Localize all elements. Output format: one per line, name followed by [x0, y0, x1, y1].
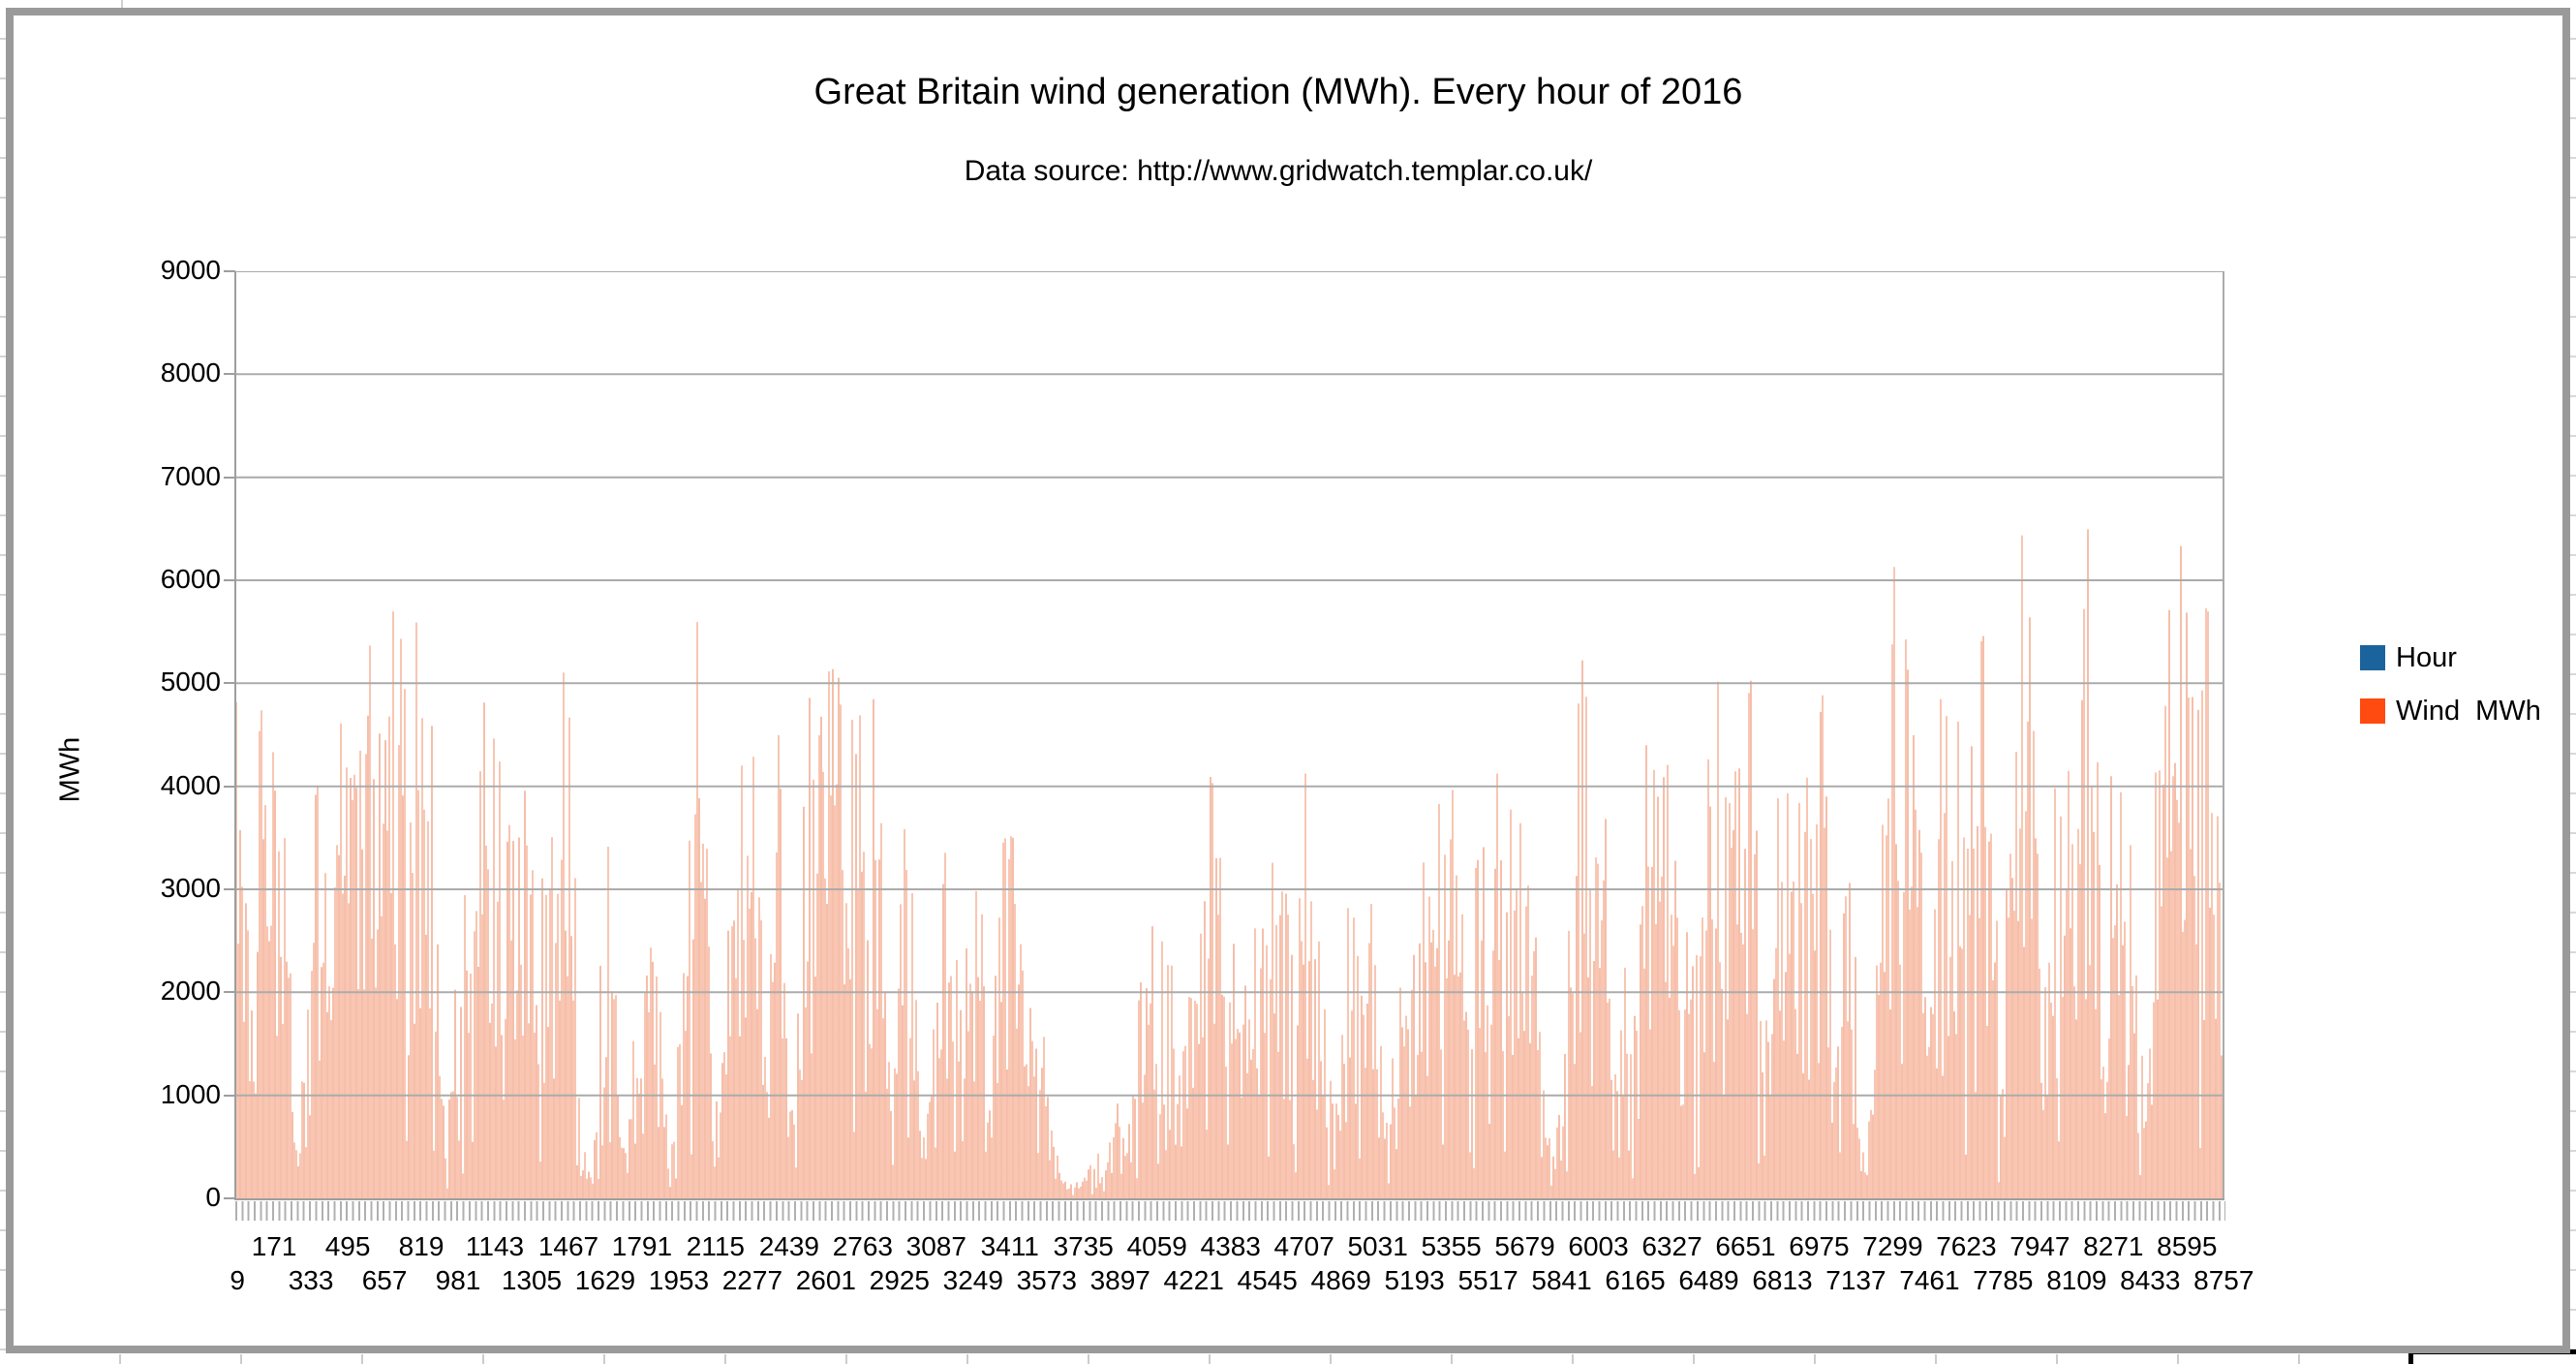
x-tick-label: 1305 [501, 1265, 563, 1295]
chart-title: Great Britain wind generation (MWh). Eve… [813, 72, 1743, 112]
x-tick-label: 4707 [1273, 1231, 1334, 1261]
legend-swatch-icon [2360, 645, 2385, 670]
x-tick-label: 1143 [465, 1231, 525, 1261]
x-tick-label: 5841 [1531, 1265, 1592, 1295]
legend-swatch-icon [2360, 698, 2385, 724]
x-tick-label: 7623 [1936, 1231, 1997, 1261]
x-axis-line [235, 1198, 2224, 1200]
x-tick-label: 981 [435, 1265, 481, 1295]
x-tick-label: 2277 [721, 1265, 783, 1295]
x-tick-label: 3087 [905, 1231, 966, 1261]
x-tick-label: 5193 [1384, 1265, 1445, 1295]
x-tick-label: 2115 [686, 1231, 746, 1261]
legend-item-wind-mwh: Wind MWh [2360, 695, 2541, 727]
y-tick-mark [224, 373, 235, 376]
x-tick-label: 2601 [795, 1265, 856, 1295]
x-tick-label: 6003 [1568, 1231, 1629, 1261]
x-tick-label: 2439 [758, 1231, 820, 1261]
sheet-column-gridlines-bottom [0, 1354, 2408, 1364]
y-tick-label: 2000 [160, 976, 221, 1007]
legend-label: Hour [2396, 641, 2457, 673]
x-tick-label: 8757 [2193, 1265, 2254, 1295]
x-tick-label: 333 [288, 1265, 334, 1295]
wind-bars-chart [235, 271, 2224, 1198]
x-tick-label: 7137 [1825, 1265, 1886, 1295]
sheet-row-gridlines-right [2570, 0, 2576, 1364]
y-tick-mark [224, 476, 235, 479]
x-tick-label: 8109 [2046, 1265, 2107, 1295]
x-tick-label: 5679 [1494, 1231, 1555, 1261]
y-tick-label: 5000 [160, 666, 221, 698]
legend-item-hour: Hour [2360, 641, 2457, 673]
y-tick-mark [224, 682, 235, 685]
x-tick-label: 5517 [1457, 1265, 1518, 1295]
x-tick-label: 2763 [832, 1231, 893, 1261]
x-tick-label: 4059 [1126, 1231, 1187, 1261]
legend-label: Wind MWh [2396, 695, 2541, 727]
x-tick-label: 1953 [648, 1265, 710, 1295]
wind-mwh-bars [235, 535, 2224, 1198]
x-tick-label: 8595 [2157, 1231, 2218, 1261]
y-axis-line [234, 271, 236, 1200]
x-tick-label: 1791 [611, 1231, 673, 1261]
x-tick-label: 4869 [1310, 1265, 1371, 1295]
x-tick-label: 6327 [1641, 1231, 1702, 1261]
x-tick-label: 657 [361, 1265, 408, 1295]
x-tick-label: 8271 [2083, 1231, 2144, 1261]
x-tick-label: 1629 [574, 1265, 636, 1295]
y-tick-mark [224, 1094, 235, 1097]
horizontal-gridlines [235, 271, 2224, 1097]
x-tick-label: 7461 [1899, 1265, 1960, 1295]
x-axis-minor-ticks [235, 1201, 2225, 1221]
x-tick-label: 171 [251, 1231, 297, 1261]
y-tick-label: 1000 [160, 1078, 221, 1109]
sheet-column-gridline-top [121, 0, 123, 8]
x-tick-label: 6813 [1752, 1265, 1813, 1295]
chart-subtitle: Data source: http://www.gridwatch.templa… [964, 155, 1593, 187]
plot-area [235, 271, 2224, 1198]
x-tick-label: 7785 [1973, 1265, 2034, 1295]
x-tick-label: 6489 [1678, 1265, 1739, 1295]
x-tick-label: 2925 [869, 1265, 930, 1295]
y-tick-label: 0 [205, 1182, 221, 1212]
y-tick-label: 9000 [160, 255, 221, 285]
y-tick-label: 7000 [160, 460, 221, 491]
x-tick-label: 4221 [1163, 1265, 1224, 1295]
x-tick-label: 1467 [537, 1231, 599, 1261]
x-tick-label: 6165 [1605, 1265, 1666, 1295]
y-tick-mark [224, 270, 235, 272]
x-tick-label: 9 [230, 1265, 245, 1295]
y-tick-mark [224, 579, 235, 581]
y-tick-mark [224, 888, 235, 890]
y-tick-mark [224, 785, 235, 788]
x-tick-label: 3573 [1016, 1265, 1077, 1295]
x-tick-label: 4383 [1200, 1231, 1261, 1261]
wind-mwh-bars-overlap [239, 529, 2223, 1198]
y-tick-label: 3000 [160, 873, 221, 903]
x-tick-label: 3897 [1089, 1265, 1150, 1295]
y-tick-mark [224, 991, 235, 994]
sheet-row-gridlines-left [0, 0, 6, 1364]
x-tick-label: 3735 [1053, 1231, 1114, 1261]
x-tick-label: 819 [398, 1231, 445, 1261]
x-tick-label: 5031 [1347, 1231, 1408, 1261]
x-tick-label: 7947 [2009, 1231, 2070, 1261]
x-tick-label: 6651 [1715, 1231, 1776, 1261]
x-tick-label: 6975 [1789, 1231, 1850, 1261]
x-tick-label: 5355 [1421, 1231, 1482, 1261]
y-tick-mark [224, 1197, 235, 1199]
x-tick-label: 3411 [980, 1231, 1039, 1261]
x-tick-label: 495 [324, 1231, 371, 1261]
x-tick-label: 7299 [1862, 1231, 1923, 1261]
x-tick-label: 8433 [2120, 1265, 2181, 1295]
y-tick-label: 6000 [160, 564, 221, 594]
y-tick-label: 8000 [160, 357, 221, 388]
y-tick-label: 4000 [160, 769, 221, 800]
x-tick-label: 3249 [942, 1265, 1003, 1295]
x-tick-label: 4545 [1237, 1265, 1298, 1295]
